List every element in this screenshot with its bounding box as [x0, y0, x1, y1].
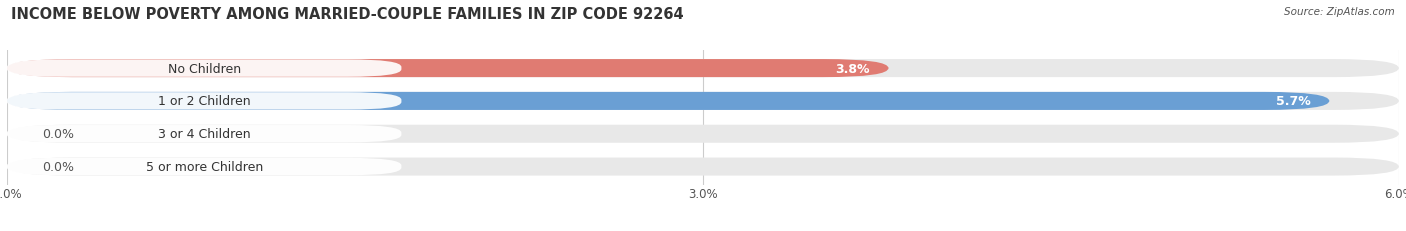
Text: 5.7%: 5.7%: [1277, 95, 1310, 108]
FancyBboxPatch shape: [7, 158, 1399, 176]
Text: 0.0%: 0.0%: [42, 128, 75, 141]
FancyBboxPatch shape: [7, 60, 889, 78]
Text: INCOME BELOW POVERTY AMONG MARRIED-COUPLE FAMILIES IN ZIP CODE 92264: INCOME BELOW POVERTY AMONG MARRIED-COUPL…: [11, 7, 683, 22]
Text: 3.8%: 3.8%: [835, 62, 870, 75]
FancyBboxPatch shape: [7, 158, 402, 176]
FancyBboxPatch shape: [7, 125, 402, 143]
FancyBboxPatch shape: [7, 60, 402, 77]
Text: 5 or more Children: 5 or more Children: [146, 160, 263, 173]
Text: 1 or 2 Children: 1 or 2 Children: [157, 95, 250, 108]
Text: Source: ZipAtlas.com: Source: ZipAtlas.com: [1284, 7, 1395, 17]
FancyBboxPatch shape: [7, 93, 402, 110]
FancyBboxPatch shape: [7, 92, 1399, 110]
Text: 0.0%: 0.0%: [42, 160, 75, 173]
FancyBboxPatch shape: [7, 92, 1330, 110]
Text: No Children: No Children: [167, 62, 240, 75]
FancyBboxPatch shape: [7, 125, 1399, 143]
Text: 3 or 4 Children: 3 or 4 Children: [157, 128, 250, 141]
FancyBboxPatch shape: [7, 60, 1399, 78]
